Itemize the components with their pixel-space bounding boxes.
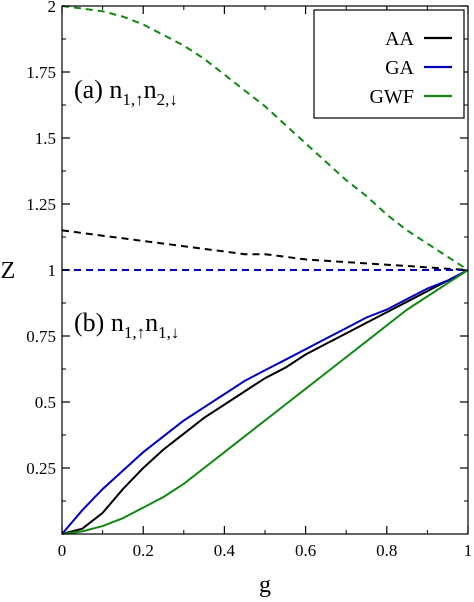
y-tick-label: 1.5 [35,129,56,148]
y-tick-label: 0.5 [35,393,56,412]
y-tick-label: 1.75 [26,63,56,82]
x-tick-label: 0.6 [295,541,316,560]
y-tick-label: 0.75 [26,327,56,346]
series-line-ga-b [61,269,469,535]
legend-label-ga: GA [385,57,414,79]
legend-label-aa: AA [385,28,414,50]
x-axis-label: g [259,572,271,598]
series-line-aa-b [61,269,469,535]
y-tick-label: 1 [48,261,57,280]
x-tick-label: 0.2 [133,541,154,560]
series-line-gwf-b [61,269,469,535]
legend: AA GA GWF [313,9,465,119]
legend-label-gwf: GWF [370,86,414,108]
y-tick-label: 0.25 [26,459,56,478]
x-tick-label: 0.8 [376,541,397,560]
y-tick-label: 1.25 [26,195,56,214]
x-tick-label: 0.4 [214,541,236,560]
y-axis-label: Z [1,258,16,284]
y-tick-label: 2 [48,0,57,16]
series-line-aa-a [61,229,469,271]
series-layer [61,5,469,535]
panel-annotation-b: (b) n1,↑n1,↓ [74,308,179,342]
x-tick-label: 1 [464,541,473,560]
legend-box [313,9,465,119]
panel-annotation-a: (a) n1,↑n2,↓ [74,75,178,109]
x-tick-label: 0 [58,541,67,560]
annotations: (a) n1,↑n2,↓ (b) n1,↑n1,↓ [74,75,179,342]
ticks-layer: 0 0.2 0.4 0.6 0.8 1 0.25 0.5 0.75 1 1.25 1.5 1.75 2 [26,0,472,560]
series-line-gwf-a [61,5,469,271]
